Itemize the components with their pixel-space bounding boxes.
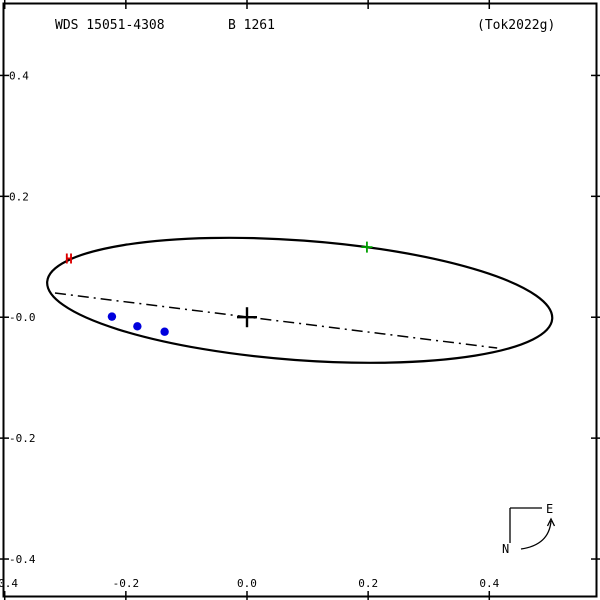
compass: E N xyxy=(502,502,556,556)
reference-label: (Tok2022g) xyxy=(477,18,555,33)
compass-north-label: N xyxy=(502,542,509,556)
hipparcos-marker: H xyxy=(65,253,73,268)
compass-east-label: E xyxy=(546,502,553,516)
compass-arrowhead-icon xyxy=(546,517,556,527)
orbit-ellipse xyxy=(46,236,554,364)
measurement-point xyxy=(133,322,142,331)
compass-motion-arrow xyxy=(520,520,552,550)
x-tick-label: -0.4 xyxy=(0,577,18,590)
y-tick-label: 0.2 xyxy=(9,190,29,203)
x-tick-label: 0.4 xyxy=(479,577,499,590)
y-tick-label: -0.4 xyxy=(9,553,36,566)
measurement-point xyxy=(160,327,169,336)
wds-id-label: WDS 15051-4308 xyxy=(55,18,165,33)
y-tick-label: 0.4 xyxy=(9,69,29,82)
y-tick-label: -0.2 xyxy=(9,432,36,445)
measurement-point xyxy=(107,312,117,321)
x-tick-label: 0.2 xyxy=(358,577,378,590)
pair-name-label: B 1261 xyxy=(228,18,275,33)
y-tick-label: -0.0 xyxy=(9,311,36,324)
x-tick-label: -0.2 xyxy=(113,577,140,590)
x-tick-label: 0.0 xyxy=(237,577,257,590)
line-of-nodes xyxy=(54,292,498,349)
